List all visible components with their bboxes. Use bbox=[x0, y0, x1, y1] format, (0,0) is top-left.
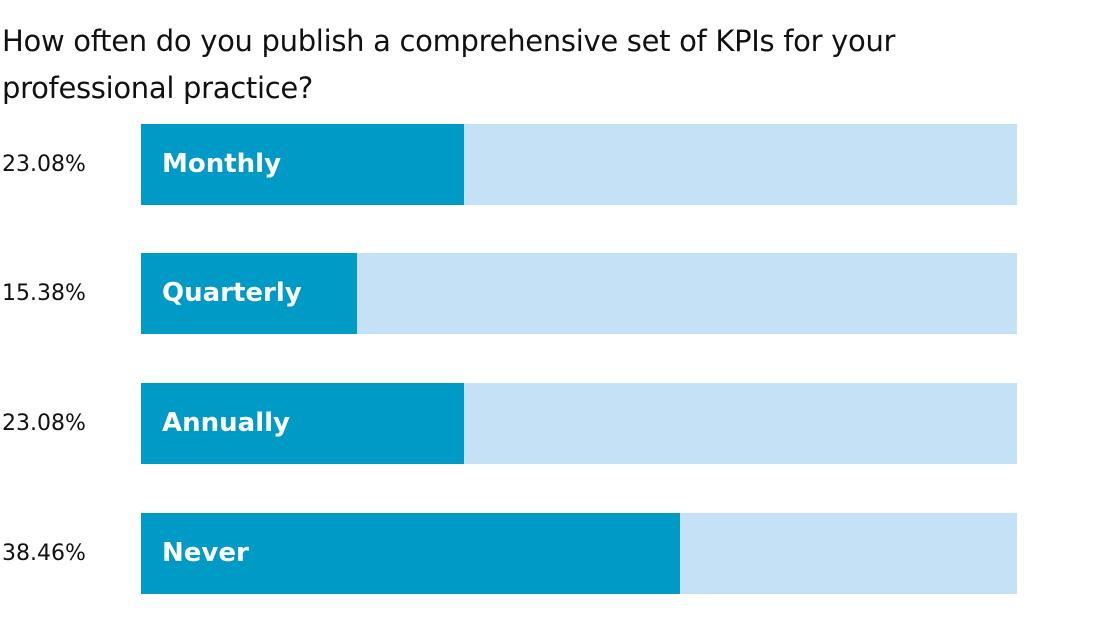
bar-fill bbox=[141, 383, 464, 464]
bar-row-quarterly: 15.38% Quarterly bbox=[0, 253, 1120, 334]
bar-fill bbox=[141, 124, 464, 205]
bar-track: Annually bbox=[141, 383, 1017, 464]
bar-row-never: 38.46% Never bbox=[0, 513, 1120, 594]
bar-value-label: 38.46% bbox=[2, 541, 86, 566]
bar-fill bbox=[141, 253, 357, 334]
chart-title: How often do you publish a comprehensive… bbox=[2, 24, 896, 105]
bar-value-label: 23.08% bbox=[2, 152, 86, 177]
bar-row-monthly: 23.08% Monthly bbox=[0, 124, 1120, 205]
bar-category-label: Never bbox=[162, 538, 249, 568]
bar-track: Never bbox=[141, 513, 1017, 594]
bar-value-label: 23.08% bbox=[2, 411, 86, 436]
bar-category-label: Quarterly bbox=[162, 278, 302, 308]
bar-category-label: Annually bbox=[162, 408, 290, 438]
bar-row-annually: 23.08% Annually bbox=[0, 383, 1120, 464]
bar-track: Quarterly bbox=[141, 253, 1017, 334]
bar-track: Monthly bbox=[141, 124, 1017, 205]
bar-fill bbox=[141, 513, 680, 594]
bar-category-label: Monthly bbox=[162, 149, 282, 179]
bar-value-label: 15.38% bbox=[2, 281, 86, 306]
